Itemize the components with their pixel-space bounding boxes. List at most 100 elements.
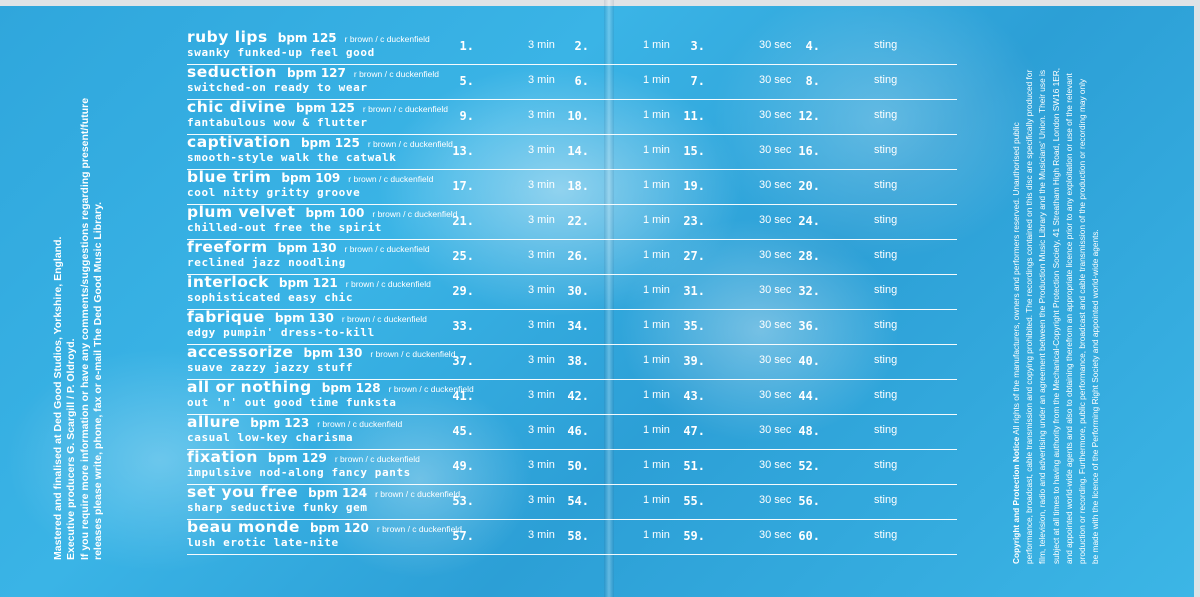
cue-number: 7. xyxy=(690,74,705,88)
track-row: blue trim bpm 109 r brown / c duckenfield c… xyxy=(187,168,957,205)
cue-duration: 3 min xyxy=(528,319,555,331)
track-description: casual low-key charisma xyxy=(187,431,354,444)
cue-duration: 30 sec xyxy=(759,284,792,296)
cue-duration: 30 sec xyxy=(759,74,792,86)
cue-number: 33. xyxy=(452,319,474,333)
track-title: freeform xyxy=(187,238,268,256)
cue-number: 2. xyxy=(574,39,589,53)
cue-duration: 3 min xyxy=(528,74,555,86)
cue-number: 19. xyxy=(683,179,705,193)
cue-duration: 3 min xyxy=(528,424,555,436)
cue-duration: sting xyxy=(874,389,898,401)
cue-number: 34. xyxy=(567,319,589,333)
cue-number: 12. xyxy=(798,109,820,123)
track-description: swanky funked-up feel good xyxy=(187,46,375,59)
cue-number: 38. xyxy=(567,354,589,368)
cue-duration: 3 min xyxy=(528,179,555,191)
copyright-notice-line: performance, broadcast, cable transmissi… xyxy=(1024,69,1035,564)
cue-number: 30. xyxy=(567,284,589,298)
track-bpm: bpm 120 xyxy=(309,521,369,535)
cue-number: 44. xyxy=(798,389,820,403)
cue-duration: 30 sec xyxy=(759,424,792,436)
cue-number: 5. xyxy=(459,74,474,88)
track-title-line: fabrique bpm 130 r brown / c duckenfield xyxy=(187,308,427,326)
cue-number: 32. xyxy=(798,284,820,298)
cue-number: 45. xyxy=(452,424,474,438)
track-composer-credit: r brown / c duckenfield xyxy=(317,419,403,429)
track-description: sharp seductive funky gem xyxy=(187,501,368,514)
track-description: chilled-out free the spirit xyxy=(187,221,383,234)
cue-number: 11. xyxy=(683,109,705,123)
track-title-line: set you free bpm 124 r brown / c duckenfie… xyxy=(187,483,460,501)
cue-duration: 30 sec xyxy=(759,109,792,121)
cue-number: 15. xyxy=(683,144,705,158)
track-description: out 'n' out good time funksta xyxy=(187,396,397,409)
track-row: all or nothing bpm 128 r brown / c duckenf… xyxy=(187,378,957,415)
cue-duration: 30 sec xyxy=(759,354,792,366)
cue-duration: sting xyxy=(874,319,898,331)
copyright-notice-line: be made with the licence of the Performi… xyxy=(1090,229,1101,564)
cue-duration: 3 min xyxy=(528,109,555,121)
track-bpm: bpm 128 xyxy=(321,381,381,395)
track-title: blue trim xyxy=(187,168,272,186)
cue-number: 37. xyxy=(452,354,474,368)
track-composer-credit: r brown / c duckenfield xyxy=(353,69,439,79)
cue-duration: sting xyxy=(874,214,898,226)
track-title: seduction xyxy=(187,63,277,81)
cue-number: 9. xyxy=(459,109,474,123)
inlay-fold xyxy=(604,0,614,597)
track-bpm: bpm 129 xyxy=(267,451,327,465)
cue-duration: sting xyxy=(874,354,898,366)
cue-duration: 30 sec xyxy=(759,459,792,471)
studio-credits: Mastered and finalised at Ded Good Studi… xyxy=(52,0,106,560)
track-title-line: seduction bpm 127 r brown / c duckenfield xyxy=(187,63,439,81)
track-composer-credit: r brown / c duckenfield xyxy=(375,489,461,499)
track-title-line: accessorize bpm 130 r brown / c duckenfiel… xyxy=(187,343,455,361)
track-title-line: fixation bpm 129 r brown / c duckenfield xyxy=(187,448,420,466)
track-description: impulsive nod-along fancy pants xyxy=(187,466,411,479)
track-composer-credit: r brown / c duckenfield xyxy=(334,454,420,464)
cue-duration: 3 min xyxy=(528,249,555,261)
track-composer-credit: r brown / c duckenfield xyxy=(362,104,448,114)
track-row: ruby lips bpm 125 r brown / c duckenfield s… xyxy=(187,28,957,65)
track-row: beau monde bpm 120 r brown / c duckenfield… xyxy=(187,518,957,555)
track-title: fabrique xyxy=(187,308,265,326)
cue-number: 51. xyxy=(683,459,705,473)
cue-duration: sting xyxy=(874,529,898,541)
track-row: seduction bpm 127 r brown / c duckenfield s… xyxy=(187,63,957,100)
track-bpm: bpm 121 xyxy=(278,276,338,290)
track-bpm: bpm 100 xyxy=(305,206,365,220)
cue-number: 35. xyxy=(683,319,705,333)
cue-duration: 30 sec xyxy=(759,494,792,506)
studio-credit-line: If you require more information or have … xyxy=(78,97,91,560)
cue-duration: sting xyxy=(874,109,898,121)
cue-number: 39. xyxy=(683,354,705,368)
cue-duration: 3 min xyxy=(528,529,555,541)
track-row: allure bpm 123 r brown / c duckenfield casu… xyxy=(187,413,957,450)
track-title: set you free xyxy=(187,483,299,501)
cue-number: 16. xyxy=(798,144,820,158)
track-title-line: beau monde bpm 120 r brown / c duckenfield xyxy=(187,518,462,536)
track-bpm: bpm 124 xyxy=(308,486,368,500)
cue-number: 18. xyxy=(567,179,589,193)
cue-number: 52. xyxy=(798,459,820,473)
track-row: set you free bpm 124 r brown / c duckenfie… xyxy=(187,483,957,520)
copyright-notice-text: All rights of the manufacturers, owners … xyxy=(1011,122,1021,435)
cue-duration: 3 min xyxy=(528,214,555,226)
track-description: suave zazzy jazzy stuff xyxy=(187,361,354,374)
cue-number: 56. xyxy=(798,494,820,508)
cue-number: 26. xyxy=(567,249,589,263)
track-row: accessorize bpm 130 r brown / c duckenfiel… xyxy=(187,343,957,380)
track-composer-credit: r brown / c duckenfield xyxy=(367,139,453,149)
track-bpm: bpm 123 xyxy=(250,416,310,430)
copyright-notice-line: Copyright and Protection Notice All righ… xyxy=(1010,24,1023,564)
cue-number: 49. xyxy=(452,459,474,473)
track-title-line: freeform bpm 130 r brown / c duckenfield xyxy=(187,238,430,256)
cue-duration: 1 min xyxy=(643,424,670,436)
track-title: captivation xyxy=(187,133,291,151)
cue-number: 46. xyxy=(567,424,589,438)
track-title: beau monde xyxy=(187,518,300,536)
cue-duration: sting xyxy=(874,249,898,261)
cue-number: 10. xyxy=(567,109,589,123)
cue-number: 4. xyxy=(805,39,820,53)
